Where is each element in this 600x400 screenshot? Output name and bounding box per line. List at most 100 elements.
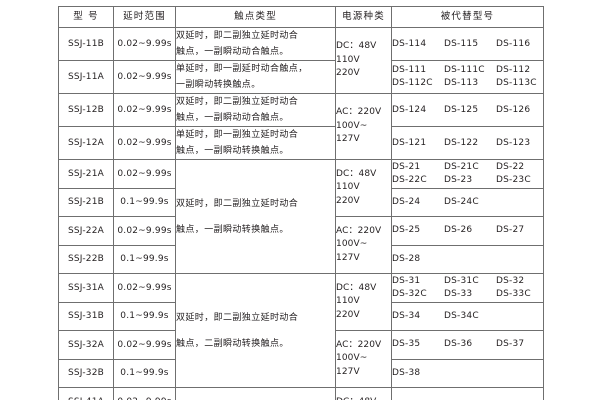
cell-replaced: DS-111 DS-111C DS-112 DS-112C DS-113 DS-113C <box>391 60 544 94</box>
replaced-model-row: DS-111 DS-111C DS-112 <box>392 64 543 77</box>
contact-line-1: 单延时，即一副独立延时动合 <box>176 130 299 140</box>
contact-line-1: 单延时，即一副延时动合触点， <box>176 64 308 74</box>
table-row: SSJ-11A 0.02~9.99s 单延时，即一副延时动合触点， 一副瞬动转换… <box>58 60 544 94</box>
cell-contact: 双延时，即二副独立延时动合 触点，一副瞬动转换触点。 <box>175 159 336 274</box>
contact-line-1: 双延时，即二副独立延时动合 <box>176 312 299 323</box>
table-row: SSJ-21A 0.02~9.99s 双延时，即二副独立延时动合 触点，一副瞬动… <box>58 159 544 274</box>
cell-contact: 双延时，即二副独立延时转换 触点，二副瞬动转换触点。 <box>175 387 336 400</box>
replaced-model: DS-113 <box>444 78 479 88</box>
replaced-model-row: DS-28 <box>392 253 543 266</box>
power-line-3: 127V <box>336 134 360 145</box>
replaced-model-row: DS-112C DS-113 DS-113C <box>392 77 543 90</box>
cell-model: SSJ-12A <box>58 126 114 160</box>
cell-range: 0.02~9.99s <box>113 60 176 94</box>
replaced-model: DS-32 <box>496 275 525 286</box>
replaced-model: DS-114 <box>392 38 427 49</box>
replaced-model: DS-111C <box>444 65 485 75</box>
replaced-model: DS-126 <box>496 104 531 115</box>
replaced-model: DS-37 <box>496 339 525 350</box>
contact-line-2: 触点，一副瞬动转换触点。 <box>176 224 289 235</box>
contact-line-1: 双延时，即二副独立延时动合 <box>176 198 299 209</box>
cell-power: DC：48V 110V 220V <box>335 273 392 331</box>
replaced-model: DS-32C <box>392 288 427 299</box>
cell-model: SSJ-32B <box>58 358 114 388</box>
replaced-model: DS-26 <box>444 225 473 236</box>
cell-replaced: DS-114 DS-115 DS-116 <box>391 27 544 61</box>
contact-line-2: 触点，一副瞬动动合触点。 <box>176 113 289 123</box>
cell-replaced: DS-25 DS-26 DS-27 <box>391 216 544 246</box>
table-row: SSJ-21B 0.1~99.9s DS-24 DS-24C <box>58 187 544 217</box>
power-line-1: AC：220V <box>336 107 382 118</box>
replaced-model-row: DS-121 DS-122 DS-123 <box>392 137 543 150</box>
cell-range: 0.02~9.99s <box>113 273 176 303</box>
replaced-model-row: DS-34 DS-34C <box>392 310 543 323</box>
power-line-1: DC：48V <box>336 168 377 179</box>
cell-range: 0.1~99.9s <box>113 187 176 217</box>
replaced-model: DS-113C <box>496 78 537 88</box>
contact-line-2: 一副瞬动转换触点。 <box>176 80 261 90</box>
power-line-1: DC：48V <box>336 396 391 400</box>
cell-model: SSJ-21B <box>58 187 114 217</box>
contact-line-2: 触点，一副瞬动动合触点。 <box>176 47 289 57</box>
replaced-model: DS-112C <box>392 78 433 88</box>
table-row: SSJ-31B 0.1~99.9s DS-34 DS-34C <box>58 301 544 331</box>
replaced-model: DS-34 <box>392 310 421 321</box>
replaced-model: DS-115 <box>444 38 479 49</box>
cell-power: DC：48V 110V 220V <box>335 27 392 94</box>
replaced-model: DS-35 <box>392 339 421 350</box>
cell-model: SSJ-11B <box>58 27 114 61</box>
table-row: SSJ-32A 0.02~9.99s AC：220V 100V~ 127V DS… <box>58 330 544 388</box>
cell-model: SSJ-22A <box>58 216 114 246</box>
replaced-model-row: DS-32C DS-33 DS-33C <box>392 288 543 301</box>
table-row: SSJ-41A 0.02~9.99s 双延时，即二副独立延时转换 触点，二副瞬动… <box>58 387 544 400</box>
table-row: SSJ-11B 0.02~9.99s 双延时，即二副独立延时动合 触点，一副瞬动… <box>58 27 544 94</box>
power-line-1: AC：220V <box>336 225 382 236</box>
header-replaced: 被代替型号 <box>391 6 544 28</box>
cell-replaced: DS-121 DS-122 DS-123 <box>391 126 544 160</box>
power-line-3: 220V <box>336 309 360 320</box>
replaced-model-row: DS-22C DS-23 DS-23C <box>392 174 543 187</box>
cell-range: 0.1~99.9s <box>113 358 176 388</box>
cell-range: 0.02~9.99s <box>113 330 176 360</box>
power-line-2: 110V <box>336 54 360 65</box>
replaced-model: DS-33C <box>496 288 531 299</box>
replaced-model-row: DS-31 DS-31C DS-32 <box>392 275 543 288</box>
cell-model: SSJ-12B <box>58 93 114 127</box>
replaced-model: DS-21C <box>444 161 479 172</box>
cell-range: 0.1~99.9s <box>113 244 176 274</box>
relay-spec-table: 型 号 延时范围 触点类型 电源种类 被代替型号 SSJ-11B 0.02~9.… <box>58 6 544 400</box>
power-line-3: 127V <box>336 252 360 263</box>
replaced-model: DS-124 <box>392 104 427 115</box>
replaced-model-row: DS-114 DS-115 DS-116 <box>392 38 543 51</box>
replaced-model: DS-31 <box>392 275 421 286</box>
replaced-model: DS-121 <box>392 137 427 148</box>
replaced-model: DS-123 <box>496 137 531 148</box>
cell-model: SSJ-31A <box>58 273 114 303</box>
cell-contact: 双延时，即二副独立延时动合 触点，二副瞬动转换触点。 <box>175 273 336 388</box>
cell-model: SSJ-31B <box>58 301 114 331</box>
cell-power: AC：220V 100V~ 127V <box>335 216 392 274</box>
replaced-model: DS-25 <box>392 225 421 236</box>
table-row: SSJ-32B 0.1~99.9s DS-38 <box>58 358 544 388</box>
cell-power: DC：48V 110V 220V <box>335 387 392 400</box>
cell-replaced: DS-38 <box>391 358 544 388</box>
contact-line-2: 触点，一副瞬动转换触点。 <box>176 146 289 156</box>
replaced-model: DS-23 <box>444 174 473 185</box>
cell-range: 0.02~9.99s <box>113 27 176 61</box>
header-model: 型 号 <box>58 6 114 28</box>
table-header-row: 型 号 延时范围 触点类型 电源种类 被代替型号 <box>58 6 544 28</box>
cell-range: 0.02~9.99s <box>113 387 176 400</box>
cell-contact: 双延时，即二副独立延时动合 触点，一副瞬动动合触点。 <box>175 93 336 127</box>
cell-range: 0.02~9.99s <box>113 216 176 246</box>
replaced-model: DS-22C <box>392 174 427 185</box>
replaced-model-row: DS-124 DS-125 DS-126 <box>392 104 543 117</box>
replaced-model: DS-116 <box>496 38 531 49</box>
power-line-2: 100V~ <box>336 353 368 364</box>
cell-power: AC：220V 100V~ 127V <box>335 93 392 160</box>
cell-replaced: DS-24 DS-24C <box>391 187 544 217</box>
cell-model: SSJ-22B <box>58 244 114 274</box>
cell-contact: 单延时，即一副独立延时动合 触点，一副瞬动转换触点。 <box>175 126 336 160</box>
cell-range: 0.02~9.99s <box>113 93 176 127</box>
power-line-1: DC：48V <box>336 41 377 52</box>
